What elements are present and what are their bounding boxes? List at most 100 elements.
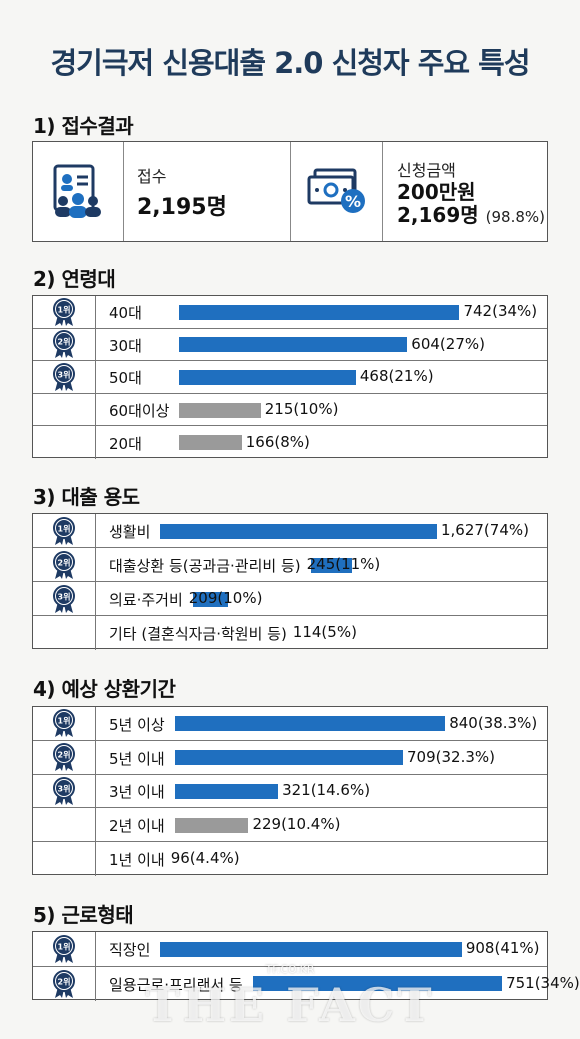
rank-medal-icon: 1위 <box>53 297 75 326</box>
category-label: 60대이상 <box>109 402 170 421</box>
chart-row: 2위 30대 604(27%) <box>33 328 547 362</box>
chart-row: 1위 직장인 908(41%) <box>33 932 547 967</box>
rank-medal-icon: 2위 <box>53 330 75 359</box>
chart-row: 3위 3년 이내 321(14.6%) <box>33 774 547 809</box>
rank-cell: 1위 <box>33 932 96 966</box>
section-heading-employment: 5) 근로형태 <box>33 903 134 927</box>
bar <box>174 817 249 833</box>
bar <box>179 402 261 418</box>
chart-row: 기타 (결혼식자금·학원비 등) 114(5%) <box>33 616 547 650</box>
rank-medal-label: 2위 <box>58 557 71 567</box>
category-label: 대출상환 등(공과금·관리비 등) <box>109 557 301 575</box>
rank-cell <box>33 842 96 876</box>
money-percent-icon: % <box>307 168 365 213</box>
chart-row: 2년 이내 229(10.4%) <box>33 808 547 843</box>
watermark-logo: THE FACT <box>145 978 435 1032</box>
category-label: 2년 이내 <box>109 817 165 836</box>
amount-count-line: 2,169명 (98.8%) <box>397 202 547 227</box>
amount-count: 2,169명 <box>397 202 479 227</box>
rank-medal-label: 1위 <box>58 941 71 951</box>
rank-medal-icon: 2위 <box>53 969 75 998</box>
rank-medal-label: 3위 <box>58 591 71 601</box>
value-label: 840(38.3%) <box>449 713 538 732</box>
watermark-url: TF.CO.KR <box>265 963 315 976</box>
category-label: 1년 이내 <box>109 851 165 870</box>
section-heading-purpose: 3) 대출 용도 <box>33 485 140 509</box>
rank-medal-label: 2위 <box>58 750 71 760</box>
value-label: 321(14.6%) <box>282 781 371 800</box>
applicants-icon-cell <box>33 142 124 241</box>
category-label: 5년 이상 <box>109 715 165 734</box>
rank-medal-icon: 2위 <box>53 743 75 772</box>
category-label: 20대 <box>109 434 142 453</box>
amount-label: 신청금액 <box>397 160 456 180</box>
rank-medal-label: 1위 <box>58 523 71 533</box>
rank-cell <box>33 616 96 650</box>
section-heading-age: 2) 연령대 <box>33 267 116 291</box>
category-label: 40대 <box>109 304 142 323</box>
rank-cell <box>33 393 96 426</box>
rank-medal-label: 3위 <box>58 369 71 379</box>
chart-row: 1위 5년 이상 840(38.3%) <box>33 707 547 741</box>
rank-cell: 2위 <box>33 966 96 1001</box>
category-label: 30대 <box>109 336 142 355</box>
rank-medal-label: 1위 <box>58 716 71 726</box>
value-label: 604(27%) <box>411 334 485 353</box>
chart-row: 60대이상 215(10%) <box>33 393 547 427</box>
category-label: 기타 (결혼식자금·학원비 등) <box>109 625 287 643</box>
receipt-label: 접수 <box>137 166 167 186</box>
bar <box>179 435 242 451</box>
rank-cell: 2위 <box>33 740 96 774</box>
bar <box>179 369 356 385</box>
chart-row: 1위 생활비 1,627(74%) <box>33 514 547 548</box>
money-icon-cell: % <box>291 142 383 241</box>
bar <box>310 557 353 573</box>
value-label: 166(8%) <box>245 432 310 451</box>
value-label: 1,627(74%) <box>440 521 529 539</box>
category-label: 직장인 <box>109 941 151 960</box>
bar <box>192 591 229 607</box>
rank-cell <box>33 808 96 842</box>
category-label: 3년 이내 <box>109 783 165 802</box>
chart-row: 2위 5년 이내 709(32.3%) <box>33 740 547 775</box>
category-label: 의료·주거비 <box>109 591 183 609</box>
value-label: 114(5%) <box>292 623 357 641</box>
rank-medal-label: 2위 <box>58 976 71 986</box>
chart-row: 1년 이내 96(4.4%) <box>33 842 547 876</box>
value-label: 908(41%) <box>465 939 540 958</box>
bar <box>252 976 503 992</box>
rank-cell: 1위 <box>33 707 96 740</box>
value-label: 742(34%) <box>463 302 538 321</box>
chart-row: 2위 대출상환 등(공과금·관리비 등) 245(11%) <box>33 548 547 582</box>
amount-value: 200만원 <box>397 179 476 204</box>
chart-row: 3위 50대 468(21%) <box>33 361 547 394</box>
value-label: 751(34%) <box>506 973 580 992</box>
value-label: 468(21%) <box>359 367 434 386</box>
rank-cell: 1위 <box>33 514 96 547</box>
value-label: 215(10%) <box>264 400 339 419</box>
rank-medal-icon: 3위 <box>53 584 75 613</box>
value-label: 229(10.4%) <box>252 815 341 834</box>
value-label: 709(32.3%) <box>407 747 495 766</box>
section-heading-receipt: 1) 접수결과 <box>33 114 134 138</box>
bar <box>174 716 446 732</box>
page-title: 경기극저 신용대출 2.0 신청자 주요 특성 <box>50 46 530 80</box>
employment-type-chart: 1위 직장인 908(41%) 2위 일용근로·프리랜서 등 751(34%) <box>32 931 580 1001</box>
svg-text:%: % <box>344 192 360 211</box>
rank-cell: 3위 <box>33 361 96 393</box>
category-label: 5년 이내 <box>109 749 165 768</box>
rank-medal-icon: 3위 <box>53 776 75 805</box>
receipt-count-cell: 접수 2,195명 <box>124 142 291 241</box>
receipt-value: 2,195명 <box>137 194 227 220</box>
loan-purpose-chart: 1위 생활비 1,627(74%) 2위 대출상환 등(공과금·관리비 등) 245(11… <box>32 513 548 650</box>
rank-cell: 3위 <box>33 582 96 615</box>
rank-medal-icon: 2위 <box>53 550 75 579</box>
rank-medal-label: 2위 <box>58 337 71 347</box>
section-heading-repayment: 4) 예상 상환기간 <box>33 677 176 701</box>
value-label: 245(11%) <box>306 555 381 573</box>
chart-row: 3위 의료·주거비 209(10%) <box>33 582 547 616</box>
rank-medal-label: 3위 <box>58 783 71 793</box>
category-label: 일용근로·프리랜서 등 <box>109 975 243 994</box>
rank-cell: 2위 <box>33 328 96 361</box>
rank-cell: 3위 <box>33 774 96 808</box>
